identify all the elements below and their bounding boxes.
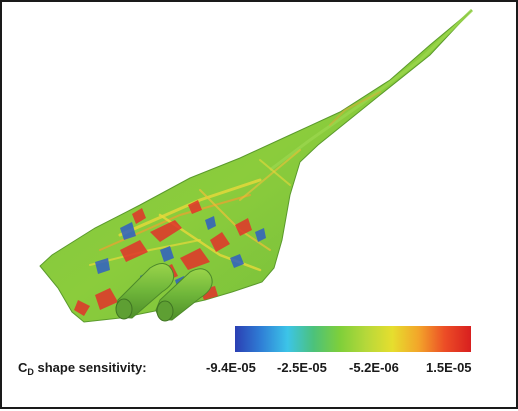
sensitivity-streaks xyxy=(89,91,381,272)
legend-title: CD shape sensitivity: xyxy=(18,360,147,377)
tick-label-1: -9.4E-05 xyxy=(206,360,256,375)
colorbar xyxy=(235,326,471,352)
wing-planform xyxy=(39,9,473,323)
tick-label-2: -2.5E-05 xyxy=(277,360,327,375)
tick-label-4: 1.5E-05 xyxy=(426,360,472,375)
engine-nacelles xyxy=(115,263,213,322)
fuselage-spine xyxy=(269,8,474,172)
tick-label-3: -5.2E-06 xyxy=(349,360,399,375)
